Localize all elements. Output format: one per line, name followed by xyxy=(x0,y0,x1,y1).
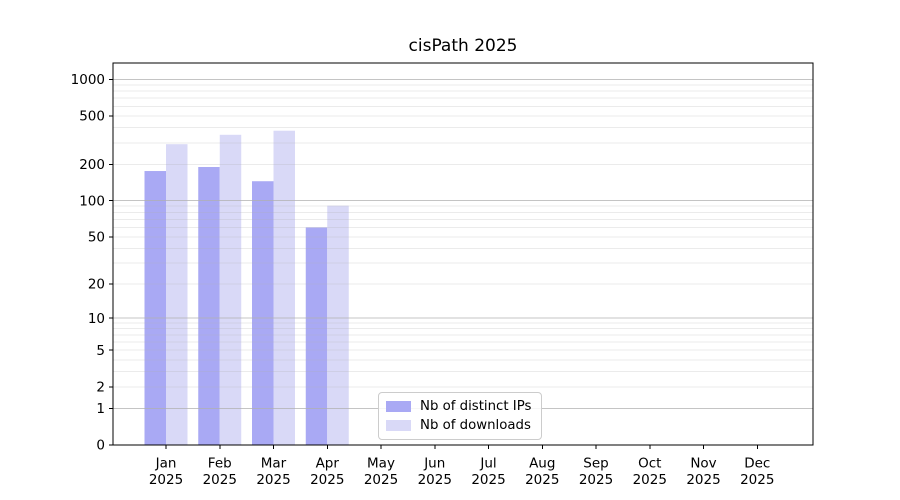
x-tick-label-month-sep-2025: Sep xyxy=(583,456,608,472)
y-tick-label-200: 200 xyxy=(79,157,105,173)
legend-label-distinct-ips: Nb of distinct IPs xyxy=(420,399,532,414)
chart-title: cisPath 2025 xyxy=(408,36,518,56)
x-tick-label-year-jun-2025: 2025 xyxy=(418,472,452,488)
legend-swatch-distinct-ips xyxy=(386,401,411,412)
bar-jan-2025-nb-of-distinct-ips xyxy=(144,171,166,445)
y-tick-label-1: 1 xyxy=(96,401,105,417)
bar-mar-2025-nb-of-downloads xyxy=(273,130,295,446)
bar-jan-2025-nb-of-downloads xyxy=(166,144,188,446)
y-tick-label-50: 50 xyxy=(88,230,105,246)
x-tick-label-month-apr-2025: Apr xyxy=(316,456,340,472)
y-tick-label-500: 500 xyxy=(79,109,105,125)
legend-swatch-downloads xyxy=(386,420,411,431)
y-tick-label-1000: 1000 xyxy=(71,72,105,88)
x-tick-label-year-may-2025: 2025 xyxy=(364,472,398,488)
x-tick-label-year-jan-2025: 2025 xyxy=(149,472,183,488)
x-tick-label-month-nov-2025: Nov xyxy=(690,456,716,472)
x-tick-label-month-jul-2025: Jul xyxy=(479,456,496,472)
bar-mar-2025-nb-of-distinct-ips xyxy=(252,181,274,445)
x-tick-label-month-oct-2025: Oct xyxy=(638,456,661,472)
y-tick-label-2: 2 xyxy=(96,380,105,396)
x-tick-label-month-jun-2025: Jun xyxy=(423,456,445,472)
x-tick-label-year-apr-2025: 2025 xyxy=(310,472,344,488)
legend-item-downloads: Nb of downloads xyxy=(386,417,531,434)
x-tick-label-year-jul-2025: 2025 xyxy=(471,472,505,488)
y-tick-label-10: 10 xyxy=(88,311,105,327)
x-tick-label-year-sep-2025: 2025 xyxy=(579,472,613,488)
x-tick-label-month-feb-2025: Feb xyxy=(208,456,232,472)
legend-label-downloads: Nb of downloads xyxy=(420,418,531,433)
bar-apr-2025-nb-of-downloads xyxy=(327,205,349,445)
legend: Nb of distinct IPs Nb of downloads xyxy=(378,392,543,440)
axes-frame xyxy=(112,62,814,446)
bar-apr-2025-nb-of-distinct-ips xyxy=(305,227,328,445)
bar-feb-2025-nb-of-distinct-ips xyxy=(198,167,220,445)
y-tick-label-0: 0 xyxy=(96,438,105,454)
x-tick-label-month-dec-2025: Dec xyxy=(744,456,770,472)
x-tick-label-month-aug-2025: Aug xyxy=(529,456,555,472)
y-tick-label-100: 100 xyxy=(79,193,105,209)
y-tick-label-20: 20 xyxy=(88,277,105,293)
x-tick-label-year-dec-2025: 2025 xyxy=(740,472,774,488)
x-tick-label-month-may-2025: May xyxy=(367,456,395,472)
x-tick-label-year-aug-2025: 2025 xyxy=(525,472,559,488)
bar-feb-2025-nb-of-downloads xyxy=(219,134,242,446)
x-tick-label-month-mar-2025: Mar xyxy=(261,456,287,472)
legend-item-distinct-ips: Nb of distinct IPs xyxy=(386,398,531,415)
x-tick-label-year-feb-2025: 2025 xyxy=(203,472,237,488)
y-tick-label-5: 5 xyxy=(96,343,105,359)
x-tick-label-month-jan-2025: Jan xyxy=(155,456,177,472)
x-tick-label-year-oct-2025: 2025 xyxy=(633,472,667,488)
x-tick-label-year-mar-2025: 2025 xyxy=(256,472,290,488)
x-tick-label-year-nov-2025: 2025 xyxy=(686,472,720,488)
